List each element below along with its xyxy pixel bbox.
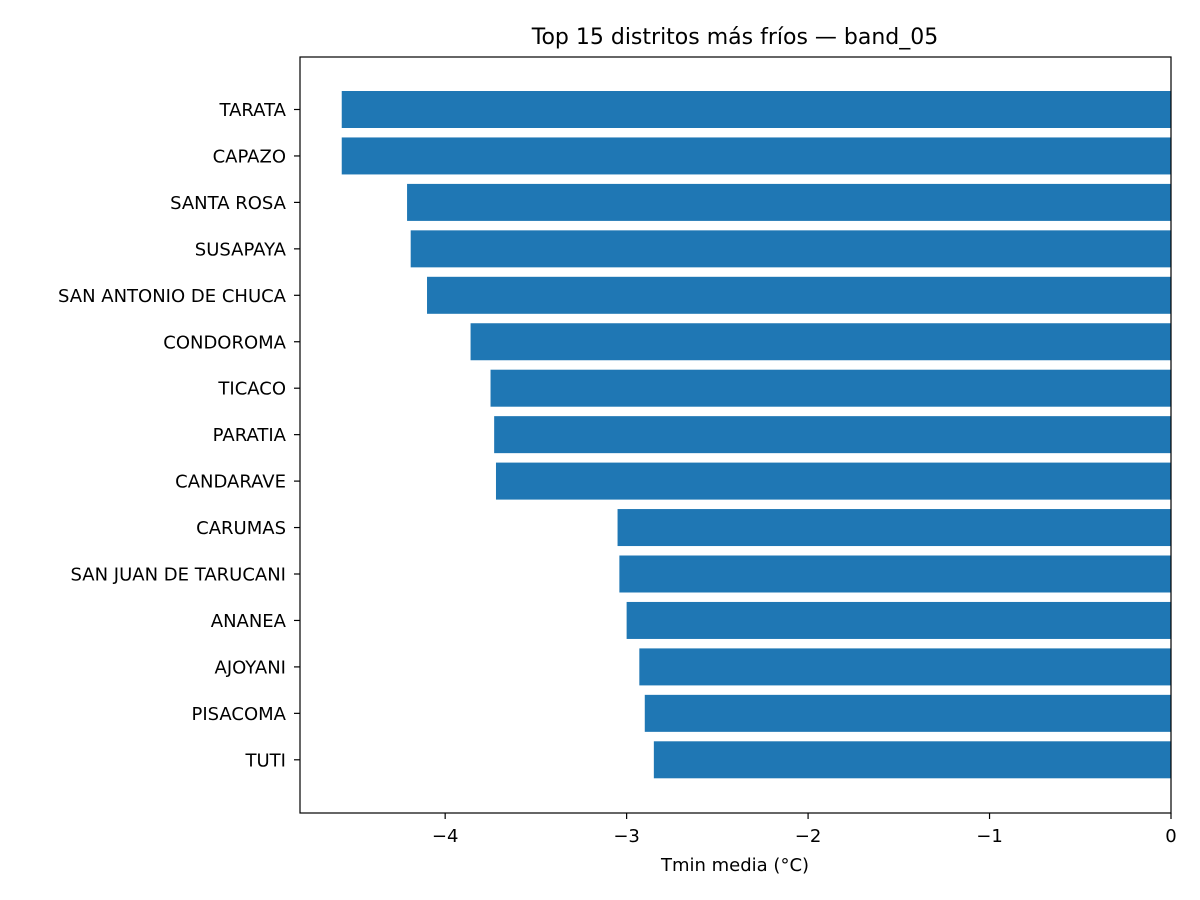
y-tick-label: CAPAZO	[213, 146, 286, 167]
y-tick-label: SANTA ROSA	[170, 193, 287, 214]
y-tick-label: SAN ANTONIO DE CHUCA	[58, 286, 287, 307]
y-tick-label: SAN JUAN DE TARUCANI	[71, 565, 286, 586]
bar	[617, 509, 1171, 547]
y-tick-label: AJOYANI	[215, 657, 287, 678]
bar	[653, 741, 1171, 779]
y-tick-label: TICACO	[217, 379, 286, 400]
y-axis-ticks: TARATA CAPAZO SANTA ROSA SUSAPAYA SAN ANTONI…	[58, 100, 300, 771]
bar	[626, 601, 1171, 639]
y-tick-label: CANDARAVE	[175, 472, 286, 493]
bar	[470, 323, 1172, 361]
bar	[407, 183, 1171, 221]
bar	[494, 416, 1172, 454]
bar	[639, 648, 1171, 686]
x-tick-label: −4	[432, 826, 459, 847]
x-axis-ticks: −4 −3 −2 −1 0	[432, 813, 1177, 847]
bar	[490, 369, 1171, 407]
bar	[427, 276, 1171, 314]
y-tick-label: ANANEA	[211, 611, 287, 632]
bar	[341, 137, 1171, 175]
plot-frame	[299, 56, 1172, 814]
bar	[644, 694, 1171, 732]
y-tick-label: CONDOROMA	[163, 332, 286, 353]
y-tick-label: SUSAPAYA	[195, 239, 287, 260]
y-tick-label: TUTI	[245, 750, 286, 771]
bar	[410, 230, 1171, 268]
bar	[495, 462, 1172, 500]
y-tick-label: TARATA	[218, 100, 286, 121]
bars	[341, 91, 1172, 779]
x-axis-label: Tmin media (°C)	[660, 855, 809, 876]
x-tick-label: −2	[795, 826, 822, 847]
y-tick-label: PARATIA	[213, 425, 287, 446]
x-tick-label: 0	[1165, 826, 1176, 847]
x-tick-label: −3	[613, 826, 640, 847]
bar	[341, 91, 1171, 128]
chart-title: Top 15 distritos más fríos — band_05	[531, 25, 939, 50]
y-tick-label: PISACOMA	[192, 704, 287, 725]
x-tick-label: −1	[976, 826, 1003, 847]
y-tick-label: CARUMAS	[196, 518, 286, 539]
bar	[619, 555, 1171, 593]
